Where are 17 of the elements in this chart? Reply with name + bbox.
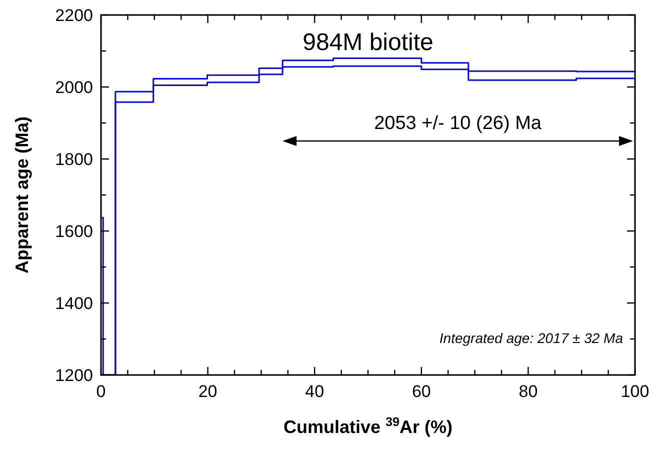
x-axis-title: Cumulative $^{39}$Ar (%) <box>283 415 453 437</box>
y-tick-label: 1400 <box>55 294 93 313</box>
annotation: Integrated age: 2017 ± 32 Ma <box>439 330 624 346</box>
x-tick-label: 0 <box>96 382 106 401</box>
y-tick-label: 2000 <box>55 78 93 97</box>
y-tick-label: 1800 <box>55 150 93 169</box>
text: 984M biotite <box>302 29 434 56</box>
x-tick-label: 20 <box>198 382 218 401</box>
x-tick-label: 40 <box>305 382 324 401</box>
y-axis-title: Apparent age (Ma) <box>12 116 32 274</box>
annotation: 2053 +/- 10 (26) Ma <box>374 113 542 134</box>
x-tick-label: 100 <box>620 382 650 401</box>
x-tick-label: 60 <box>412 382 431 401</box>
y-tick-label: 1600 <box>55 222 93 241</box>
y-tick-label: 2200 <box>55 6 93 25</box>
y-tick-label: 1200 <box>55 366 93 385</box>
x-tick-label: 80 <box>518 382 538 401</box>
